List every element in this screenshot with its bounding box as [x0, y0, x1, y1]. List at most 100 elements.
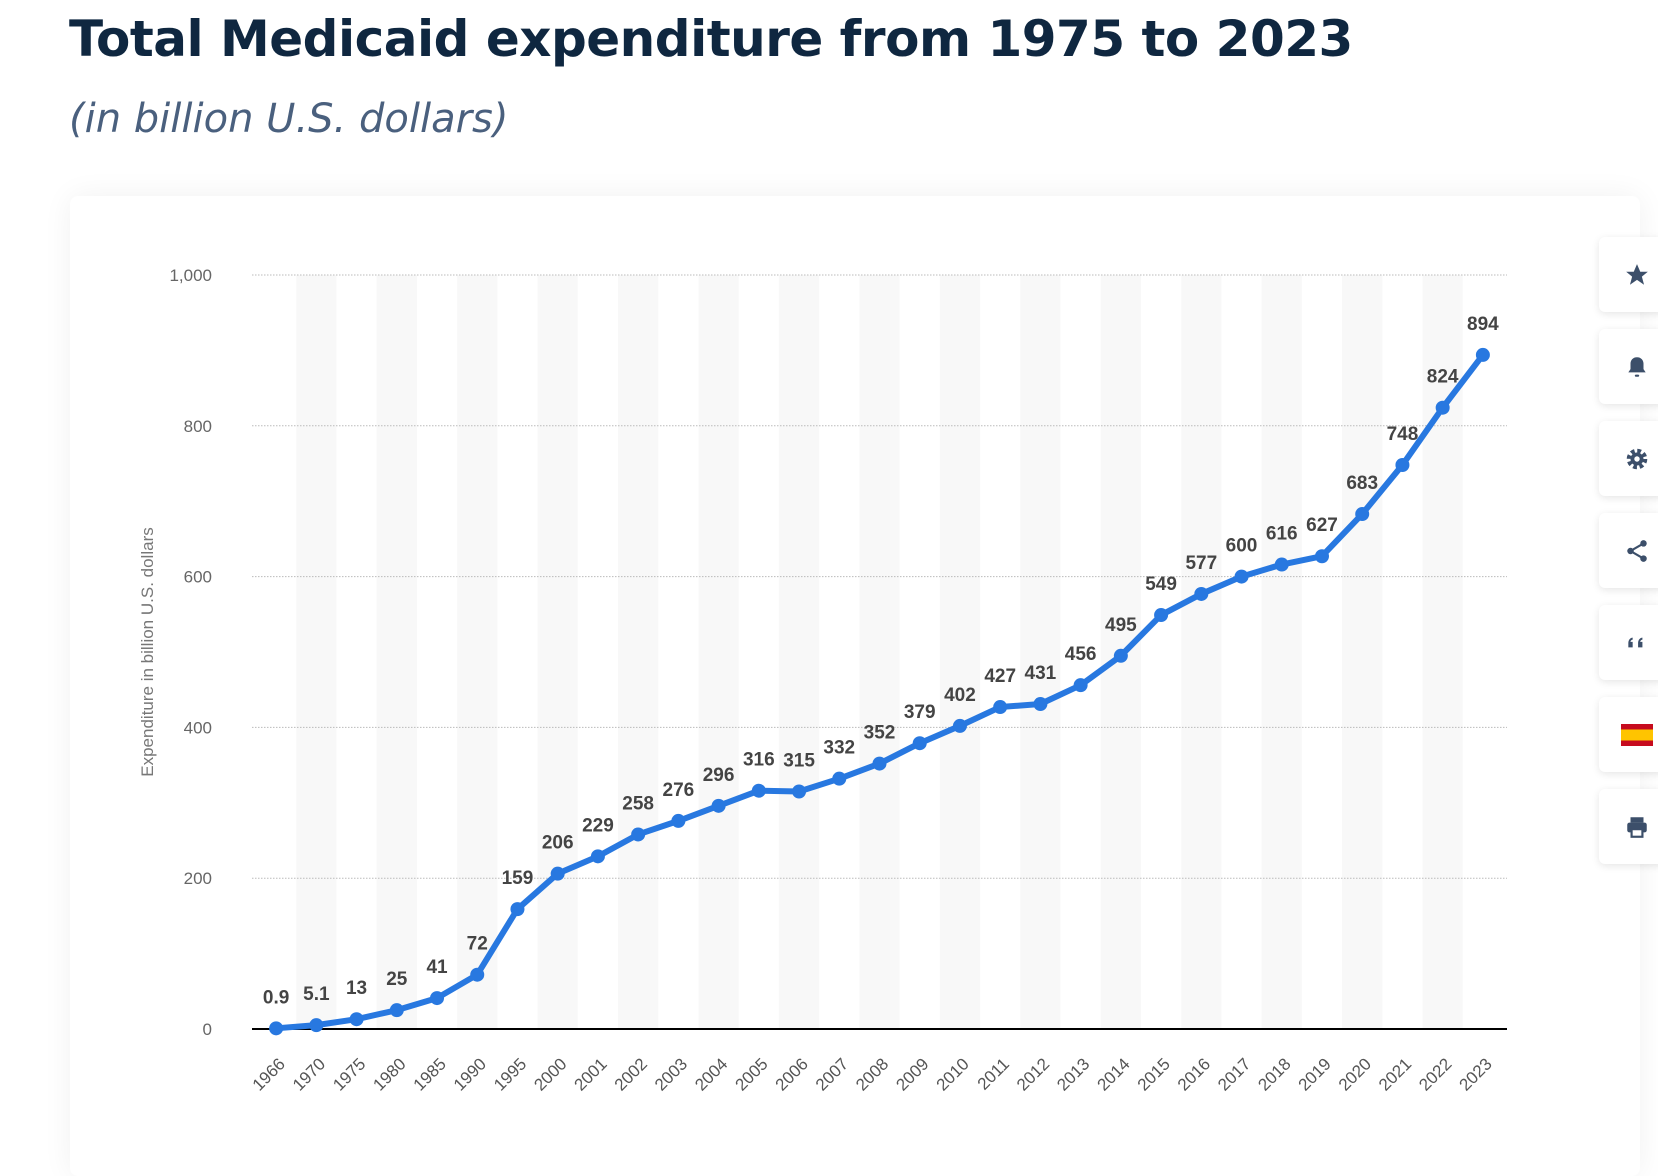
y-tick-label: 400 — [184, 718, 212, 737]
favorite-button[interactable] — [1599, 237, 1658, 312]
x-tick-label: 2013 — [1053, 1054, 1093, 1094]
data-label: 431 — [1025, 663, 1057, 684]
column-band — [457, 275, 498, 1029]
data-point — [1395, 458, 1410, 473]
data-label: 577 — [1185, 553, 1217, 574]
data-point — [269, 1021, 284, 1036]
data-point — [470, 967, 485, 982]
x-tick-label: 2007 — [812, 1054, 852, 1094]
data-point — [1234, 569, 1249, 584]
data-point — [430, 991, 445, 1006]
y-axis-label: Expenditure in billion U.S. dollars — [138, 527, 157, 776]
data-label: 427 — [984, 666, 1016, 687]
data-label: 402 — [944, 685, 976, 706]
x-tick-label: 2016 — [1174, 1054, 1214, 1094]
bell-icon — [1627, 356, 1646, 377]
x-tick-label: 2021 — [1375, 1054, 1415, 1094]
y-tick-label: 600 — [184, 568, 212, 587]
data-point — [590, 849, 605, 864]
data-point — [1033, 697, 1048, 712]
x-tick-label: 2017 — [1214, 1054, 1254, 1094]
data-point — [631, 827, 646, 842]
data-point — [1194, 586, 1209, 601]
x-tick-label: 2015 — [1134, 1054, 1174, 1094]
data-point — [711, 798, 726, 813]
data-point — [952, 718, 967, 733]
x-tick-label: 2008 — [852, 1054, 892, 1094]
data-label: 748 — [1387, 424, 1419, 445]
data-point — [1274, 557, 1289, 572]
data-label: 456 — [1065, 644, 1097, 665]
star-icon — [1625, 263, 1648, 285]
x-tick-label: 2018 — [1254, 1054, 1294, 1094]
x-tick-label: 1980 — [369, 1054, 409, 1094]
data-label: 616 — [1266, 524, 1298, 545]
data-label: 824 — [1427, 367, 1459, 388]
data-label: 315 — [783, 750, 815, 771]
data-label: 276 — [663, 780, 695, 801]
column-band — [618, 275, 659, 1029]
x-tick-label: 1985 — [410, 1054, 450, 1094]
column-band — [1261, 275, 1302, 1029]
data-point — [1355, 507, 1370, 522]
x-tick-label: 2003 — [651, 1054, 691, 1094]
data-point — [912, 736, 927, 751]
data-label: 258 — [622, 793, 654, 814]
share-button[interactable] — [1599, 513, 1658, 588]
language-button[interactable] — [1599, 697, 1658, 772]
data-label: 352 — [864, 723, 896, 744]
y-tick-label: 0 — [203, 1020, 212, 1039]
y-tick-label: 200 — [184, 869, 212, 888]
data-point — [550, 866, 565, 881]
data-label: 627 — [1306, 515, 1338, 536]
data-point — [671, 813, 686, 828]
x-tick-label: 1995 — [490, 1054, 530, 1094]
column-band — [698, 275, 739, 1029]
data-label: 296 — [703, 765, 735, 786]
column-band — [778, 275, 820, 1029]
x-tick-label: 2012 — [1013, 1054, 1053, 1094]
print-icon — [1626, 816, 1647, 838]
y-tick-label: 1,000 — [169, 266, 212, 285]
column-band — [859, 275, 900, 1029]
column-band — [1342, 275, 1383, 1029]
cite-button[interactable] — [1599, 605, 1658, 680]
chart-title: Total Medicaid expenditure from 1975 to … — [69, 10, 1353, 68]
x-tick-label: 1975 — [329, 1054, 369, 1094]
data-label: 72 — [467, 934, 488, 955]
data-point — [1435, 400, 1450, 415]
data-label: 495 — [1105, 615, 1137, 636]
data-point — [309, 1018, 324, 1033]
column-band — [1422, 275, 1463, 1029]
y-tick-label: 800 — [184, 417, 212, 436]
data-point — [1113, 648, 1128, 663]
data-label: 159 — [502, 868, 534, 889]
column-band — [296, 275, 337, 1029]
column-band — [939, 275, 981, 1029]
x-tick-label: 1970 — [289, 1054, 329, 1094]
data-label: 683 — [1346, 473, 1378, 494]
x-tick-label: 2023 — [1456, 1054, 1496, 1094]
x-tick-label: 2006 — [772, 1054, 812, 1094]
data-point — [1154, 608, 1169, 623]
data-point — [349, 1012, 364, 1027]
data-label: 379 — [904, 702, 936, 723]
data-point — [389, 1003, 404, 1018]
x-tick-label: 2002 — [611, 1054, 651, 1094]
data-label: 229 — [582, 815, 614, 836]
x-tick-label: 2022 — [1415, 1054, 1455, 1094]
x-tick-label: 2001 — [571, 1054, 611, 1094]
data-label: 41 — [426, 957, 448, 978]
print-button[interactable] — [1599, 789, 1658, 864]
x-tick-label: 2010 — [933, 1054, 973, 1094]
settings-button[interactable] — [1599, 421, 1658, 496]
chart-card: 0 200 400 600 800 1,000 Expenditure in billion… — [70, 196, 1658, 1176]
data-point — [510, 902, 525, 917]
column-band — [376, 275, 417, 1029]
x-tick-label: 1966 — [249, 1054, 289, 1094]
spain-flag-icon — [1620, 723, 1653, 746]
data-point — [832, 771, 847, 786]
notification-button[interactable] — [1599, 329, 1658, 404]
x-tick-label: 2000 — [530, 1054, 570, 1094]
column-band — [537, 275, 578, 1029]
